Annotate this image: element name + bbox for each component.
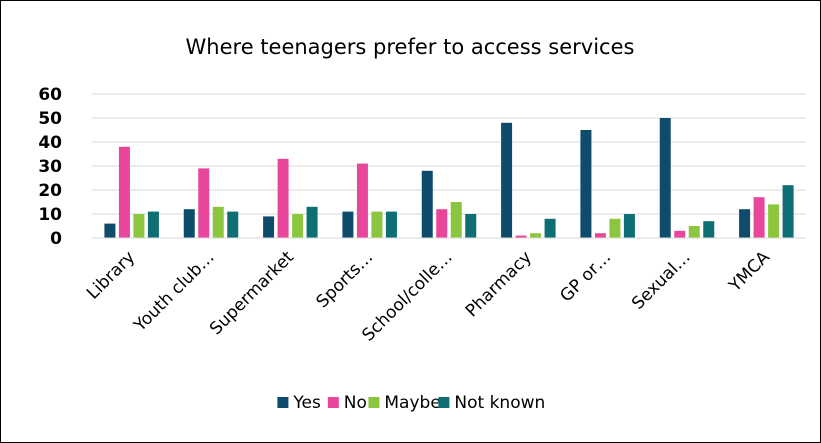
x-tick-label: Sports… [313,247,378,312]
bar [371,211,383,238]
bar [544,218,556,238]
y-tick-label: 50 [38,109,62,129]
chart-title: Where teenagers prefer to access service… [186,35,635,59]
bar [212,206,224,238]
y-tick-label: 10 [38,205,62,225]
bar [753,197,765,238]
legend: Yes No Maybe Not known [277,393,545,413]
y-tick-label: 30 [38,157,62,177]
legend-swatch [438,397,450,408]
x-tick-label: Supermarket [206,247,298,339]
legend-label: Not known [454,393,545,413]
bar [580,130,592,238]
bars [104,118,794,238]
bar [104,223,116,238]
y-tick-label: 20 [38,181,62,201]
bar [530,233,542,238]
bar [292,214,304,238]
legend-label: No [344,393,367,413]
y-axis-ticks: 0 10 20 30 40 50 60 [38,85,62,249]
bar [623,214,635,238]
bar [688,226,700,238]
bar [768,204,780,238]
bar [674,230,686,238]
legend-swatch [277,397,289,408]
x-tick-label: Pharmacy [462,247,536,321]
bar [183,209,195,238]
x-tick-label: GP or… [556,247,615,306]
legend-swatch [368,397,380,408]
bar [703,221,715,238]
bar [356,163,368,238]
bar [147,211,159,238]
legend-swatch [327,397,339,408]
bar [421,170,433,238]
bar [385,211,397,238]
x-tick-label: YMCA [725,247,774,296]
bar [450,202,462,238]
bar [118,146,130,238]
bar [133,214,145,238]
bar [306,206,318,238]
x-tick-label: Sexual… [628,247,694,313]
bar [515,235,527,238]
bar [594,233,606,238]
bar [277,158,289,238]
legend-label: Maybe [384,393,440,413]
bar [609,218,621,238]
y-tick-label: 40 [38,133,62,153]
bar [739,209,751,238]
bar [342,211,354,238]
bar [436,209,448,238]
bar [465,214,477,238]
y-tick-label: 60 [38,85,62,105]
bar [227,211,239,238]
bar [198,168,210,238]
x-tick-label: Youth club… [130,247,219,336]
bar [263,216,275,238]
bar [782,185,794,238]
bar [501,122,513,238]
legend-label: Yes [292,393,321,413]
y-tick-label: 0 [50,229,62,249]
bar [659,118,671,238]
x-tick-label: Library [83,247,139,303]
gridlines [92,93,806,215]
